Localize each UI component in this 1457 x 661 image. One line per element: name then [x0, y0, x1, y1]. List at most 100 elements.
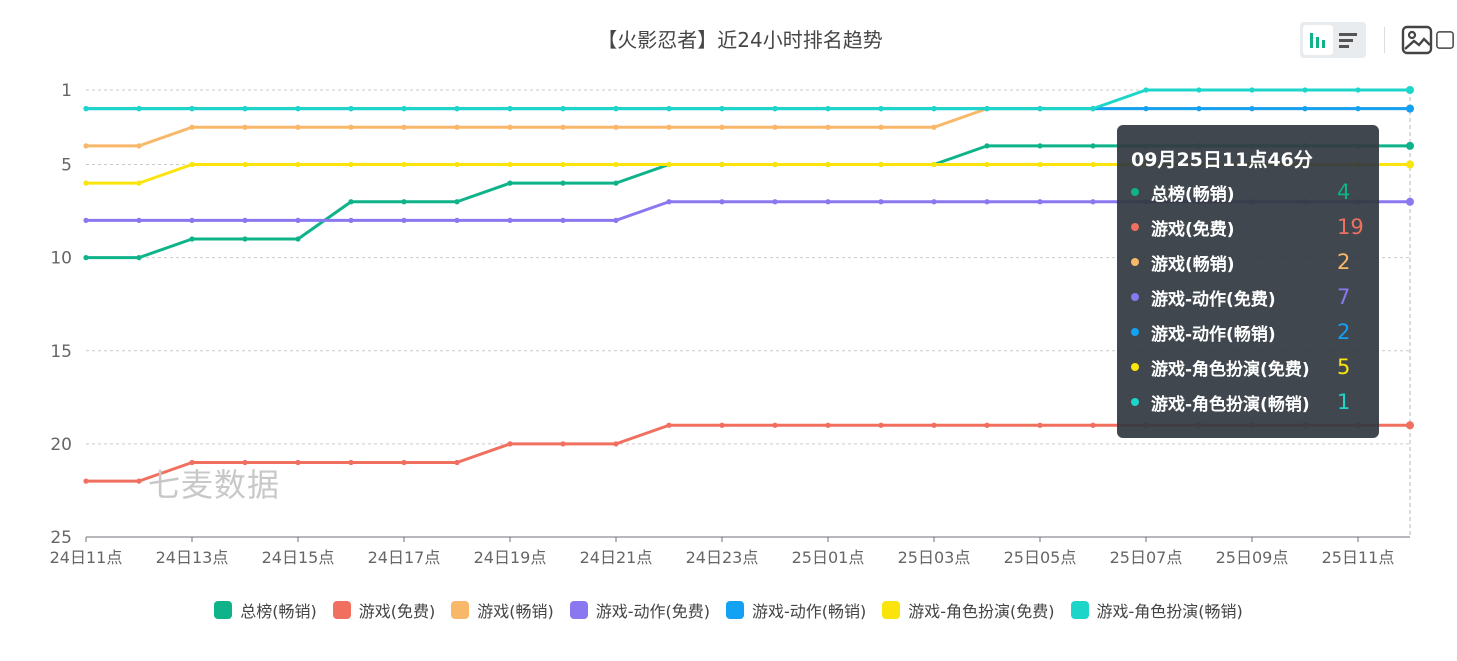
data-point[interactable]: [83, 478, 89, 484]
data-point[interactable]: [719, 161, 725, 168]
legend-item[interactable]: 游戏(畅销): [451, 598, 554, 622]
data-point[interactable]: [825, 161, 831, 168]
data-point[interactable]: [189, 459, 195, 466]
data-point[interactable]: [83, 143, 89, 149]
data-point[interactable]: [348, 124, 354, 130]
data-point[interactable]: [454, 161, 460, 168]
data-point[interactable]: [295, 124, 301, 130]
data-point[interactable]: [189, 161, 195, 168]
data-point[interactable]: [507, 441, 513, 447]
data-point[interactable]: [560, 180, 566, 186]
data-point[interactable]: [507, 180, 513, 186]
data-point[interactable]: [136, 255, 142, 261]
image-download-icon[interactable]: [1399, 22, 1435, 58]
data-point[interactable]: [878, 199, 884, 205]
data-point[interactable]: [1406, 197, 1414, 206]
data-point[interactable]: [454, 124, 460, 130]
data-point[interactable]: [1406, 160, 1414, 169]
data-point[interactable]: [83, 217, 89, 223]
data-point[interactable]: [83, 106, 89, 112]
data-point[interactable]: [878, 106, 884, 112]
data-point[interactable]: [984, 161, 990, 168]
data-point[interactable]: [825, 422, 831, 428]
data-point[interactable]: [1090, 161, 1096, 168]
legend-item[interactable]: 游戏-动作(免费): [569, 598, 710, 622]
data-point[interactable]: [1090, 106, 1096, 112]
data-point[interactable]: [772, 106, 778, 112]
data-point[interactable]: [613, 106, 619, 112]
data-point[interactable]: [878, 124, 884, 130]
data-point[interactable]: [295, 217, 301, 223]
data-point[interactable]: [295, 161, 301, 168]
data-point[interactable]: [560, 441, 566, 447]
data-point[interactable]: [666, 124, 672, 130]
data-point[interactable]: [1037, 422, 1043, 428]
data-point[interactable]: [507, 106, 513, 112]
data-point[interactable]: [507, 217, 513, 223]
data-point[interactable]: [242, 236, 248, 242]
data-point[interactable]: [878, 422, 884, 428]
data-point[interactable]: [825, 199, 831, 205]
data-point[interactable]: [401, 459, 407, 466]
data-point[interactable]: [1037, 199, 1043, 205]
data-point[interactable]: [1406, 86, 1414, 94]
data-point[interactable]: [560, 106, 566, 112]
data-point[interactable]: [507, 161, 513, 168]
data-point[interactable]: [136, 106, 142, 112]
legend-item[interactable]: 游戏-角色扮演(畅销): [1070, 598, 1243, 622]
data-point[interactable]: [560, 217, 566, 223]
data-point[interactable]: [825, 106, 831, 112]
data-point[interactable]: [931, 106, 937, 112]
data-point[interactable]: [348, 459, 354, 466]
data-point[interactable]: [719, 199, 725, 205]
data-point[interactable]: [1249, 87, 1255, 93]
list-icon[interactable]: [1333, 25, 1363, 55]
data-point[interactable]: [1090, 422, 1096, 428]
data-point[interactable]: [242, 124, 248, 130]
data-point[interactable]: [1090, 199, 1096, 205]
data-point[interactable]: [560, 124, 566, 130]
data-point[interactable]: [1037, 143, 1043, 149]
data-point[interactable]: [1302, 87, 1308, 93]
data-point[interactable]: [1302, 106, 1308, 112]
data-point[interactable]: [136, 478, 142, 484]
data-point[interactable]: [719, 106, 725, 112]
data-point[interactable]: [507, 124, 513, 130]
data-point[interactable]: [242, 161, 248, 168]
data-point[interactable]: [189, 217, 195, 223]
data-point[interactable]: [931, 161, 937, 168]
data-point[interactable]: [189, 124, 195, 130]
data-point[interactable]: [83, 255, 89, 261]
data-point[interactable]: [1090, 143, 1096, 149]
data-point[interactable]: [984, 422, 990, 428]
share-icon[interactable]: [1435, 22, 1455, 58]
legend-item[interactable]: 游戏-动作(畅销): [725, 598, 866, 622]
data-point[interactable]: [719, 124, 725, 130]
data-point[interactable]: [1406, 421, 1414, 430]
data-point[interactable]: [931, 199, 937, 205]
data-point[interactable]: [83, 180, 89, 186]
data-point[interactable]: [1406, 141, 1414, 150]
data-point[interactable]: [613, 124, 619, 130]
data-point[interactable]: [772, 124, 778, 130]
data-point[interactable]: [666, 106, 672, 112]
data-point[interactable]: [136, 180, 142, 186]
data-point[interactable]: [772, 161, 778, 168]
data-point[interactable]: [348, 217, 354, 223]
data-point[interactable]: [666, 199, 672, 205]
data-point[interactable]: [825, 124, 831, 130]
data-point[interactable]: [1249, 106, 1255, 112]
data-point[interactable]: [348, 161, 354, 168]
data-point[interactable]: [1196, 87, 1202, 93]
data-point[interactable]: [1355, 106, 1361, 112]
data-point[interactable]: [560, 161, 566, 168]
data-point[interactable]: [454, 199, 460, 205]
data-point[interactable]: [401, 124, 407, 130]
data-point[interactable]: [189, 236, 195, 242]
data-point[interactable]: [1037, 161, 1043, 168]
data-point[interactable]: [242, 217, 248, 223]
data-point[interactable]: [1406, 104, 1414, 113]
data-point[interactable]: [401, 217, 407, 223]
data-point[interactable]: [666, 161, 672, 168]
bar-chart-icon[interactable]: [1303, 25, 1333, 55]
